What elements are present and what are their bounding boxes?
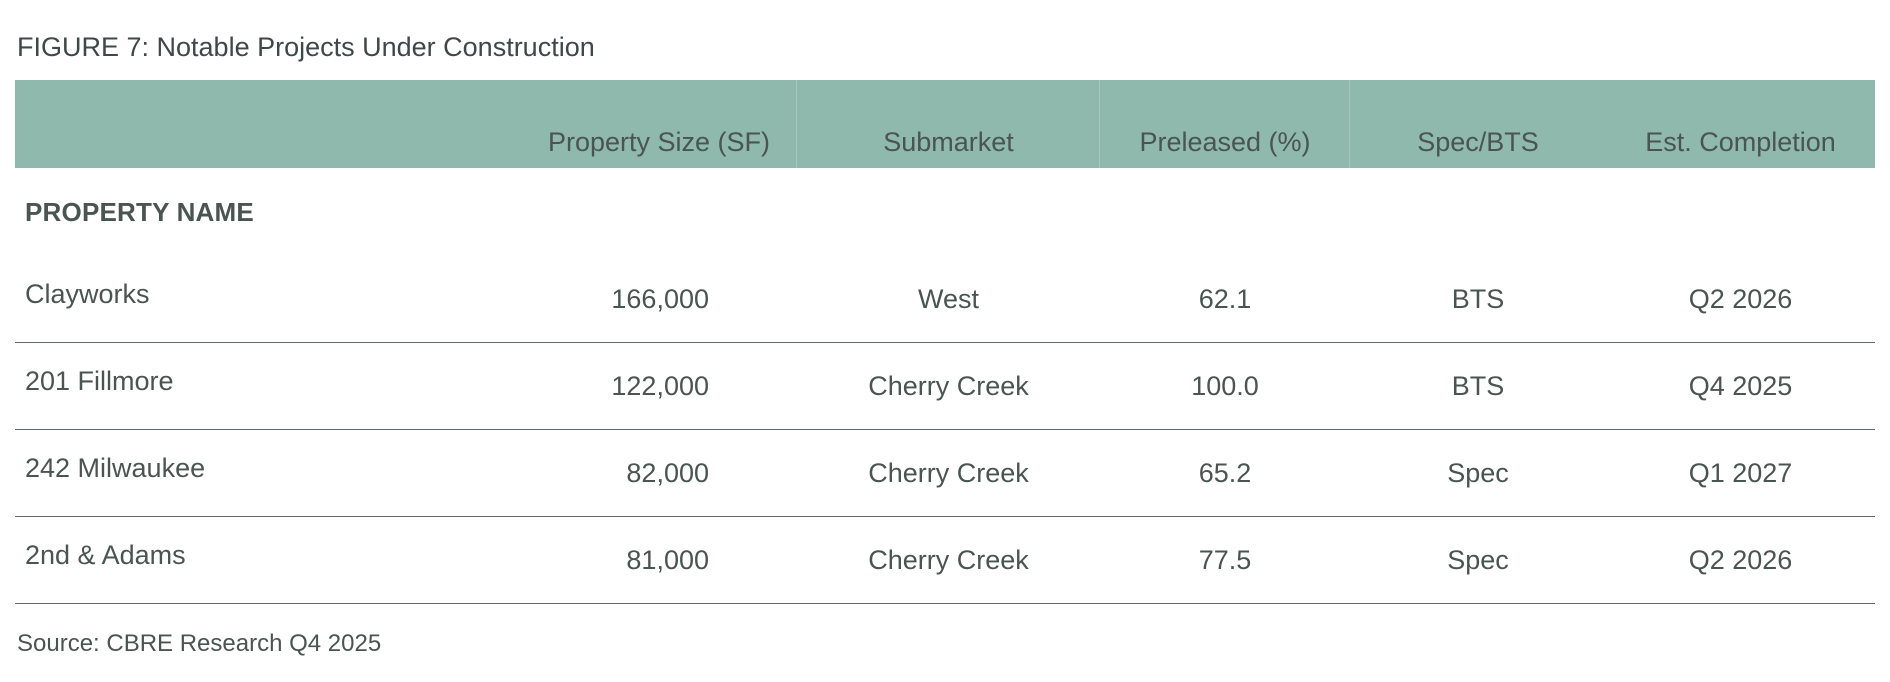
- property-size-cell: 81,000: [475, 516, 797, 604]
- completion-cell: Q4 2025: [1606, 342, 1875, 430]
- preleased-cell: 100.0: [1100, 342, 1350, 430]
- submarket-cell: Cherry Creek: [797, 342, 1100, 430]
- table-row: 242 Milwaukee 82,000 Cherry Creek 65.2 S…: [15, 429, 1875, 517]
- header-cell-spec-bts: Spec/BTS: [1350, 80, 1606, 168]
- section-label: PROPERTY NAME: [25, 196, 254, 227]
- section-row: PROPERTY NAME: [15, 168, 1875, 256]
- table-header: Property Size (SF) Submarket Preleased (…: [15, 80, 1875, 168]
- property-name-cell: 2nd & Adams: [15, 516, 475, 604]
- table-row: 201 Fillmore 122,000 Cherry Creek 100.0 …: [15, 342, 1875, 430]
- figure-title: FIGURE 7: Notable Projects Under Constru…: [17, 32, 595, 62]
- submarket-cell: West: [797, 256, 1100, 343]
- property-size-cell: 166,000: [475, 256, 797, 343]
- table-body: PROPERTY NAME Clayworks 166,000 West 62.…: [15, 168, 1875, 604]
- property-name-cell: 242 Milwaukee: [15, 429, 475, 517]
- header-cell-preleased: Preleased (%): [1100, 80, 1350, 168]
- spec-bts-cell: BTS: [1350, 256, 1606, 343]
- submarket-cell: Cherry Creek: [797, 516, 1100, 604]
- header-row: Property Size (SF) Submarket Preleased (…: [15, 80, 1875, 168]
- spec-bts-cell: Spec: [1350, 516, 1606, 604]
- header-cell-submarket: Submarket: [797, 80, 1100, 168]
- completion-cell: Q1 2027: [1606, 429, 1875, 517]
- completion-cell: Q2 2026: [1606, 516, 1875, 604]
- property-name-cell: Clayworks: [15, 256, 475, 343]
- header-cell-name: [15, 80, 475, 168]
- table-row: Clayworks 166,000 West 62.1 BTS Q2 2026: [15, 256, 1875, 343]
- table-row: 2nd & Adams 81,000 Cherry Creek 77.5 Spe…: [15, 516, 1875, 604]
- projects-table-container: Property Size (SF) Submarket Preleased (…: [15, 80, 1875, 604]
- preleased-cell: 65.2: [1100, 429, 1350, 517]
- projects-table: Property Size (SF) Submarket Preleased (…: [15, 80, 1875, 604]
- completion-cell: Q2 2026: [1606, 256, 1875, 343]
- submarket-cell: Cherry Creek: [797, 429, 1100, 517]
- property-size-cell: 122,000: [475, 342, 797, 430]
- property-size-cell: 82,000: [475, 429, 797, 517]
- source-note: Source: CBRE Research Q4 2025: [17, 630, 382, 657]
- property-name-cell: 201 Fillmore: [15, 342, 475, 430]
- header-cell-est-completion: Est. Completion: [1606, 80, 1875, 168]
- spec-bts-cell: BTS: [1350, 342, 1606, 430]
- header-cell-property-size: Property Size (SF): [475, 80, 797, 168]
- spec-bts-cell: Spec: [1350, 429, 1606, 517]
- preleased-cell: 62.1: [1100, 256, 1350, 343]
- preleased-cell: 77.5: [1100, 516, 1350, 604]
